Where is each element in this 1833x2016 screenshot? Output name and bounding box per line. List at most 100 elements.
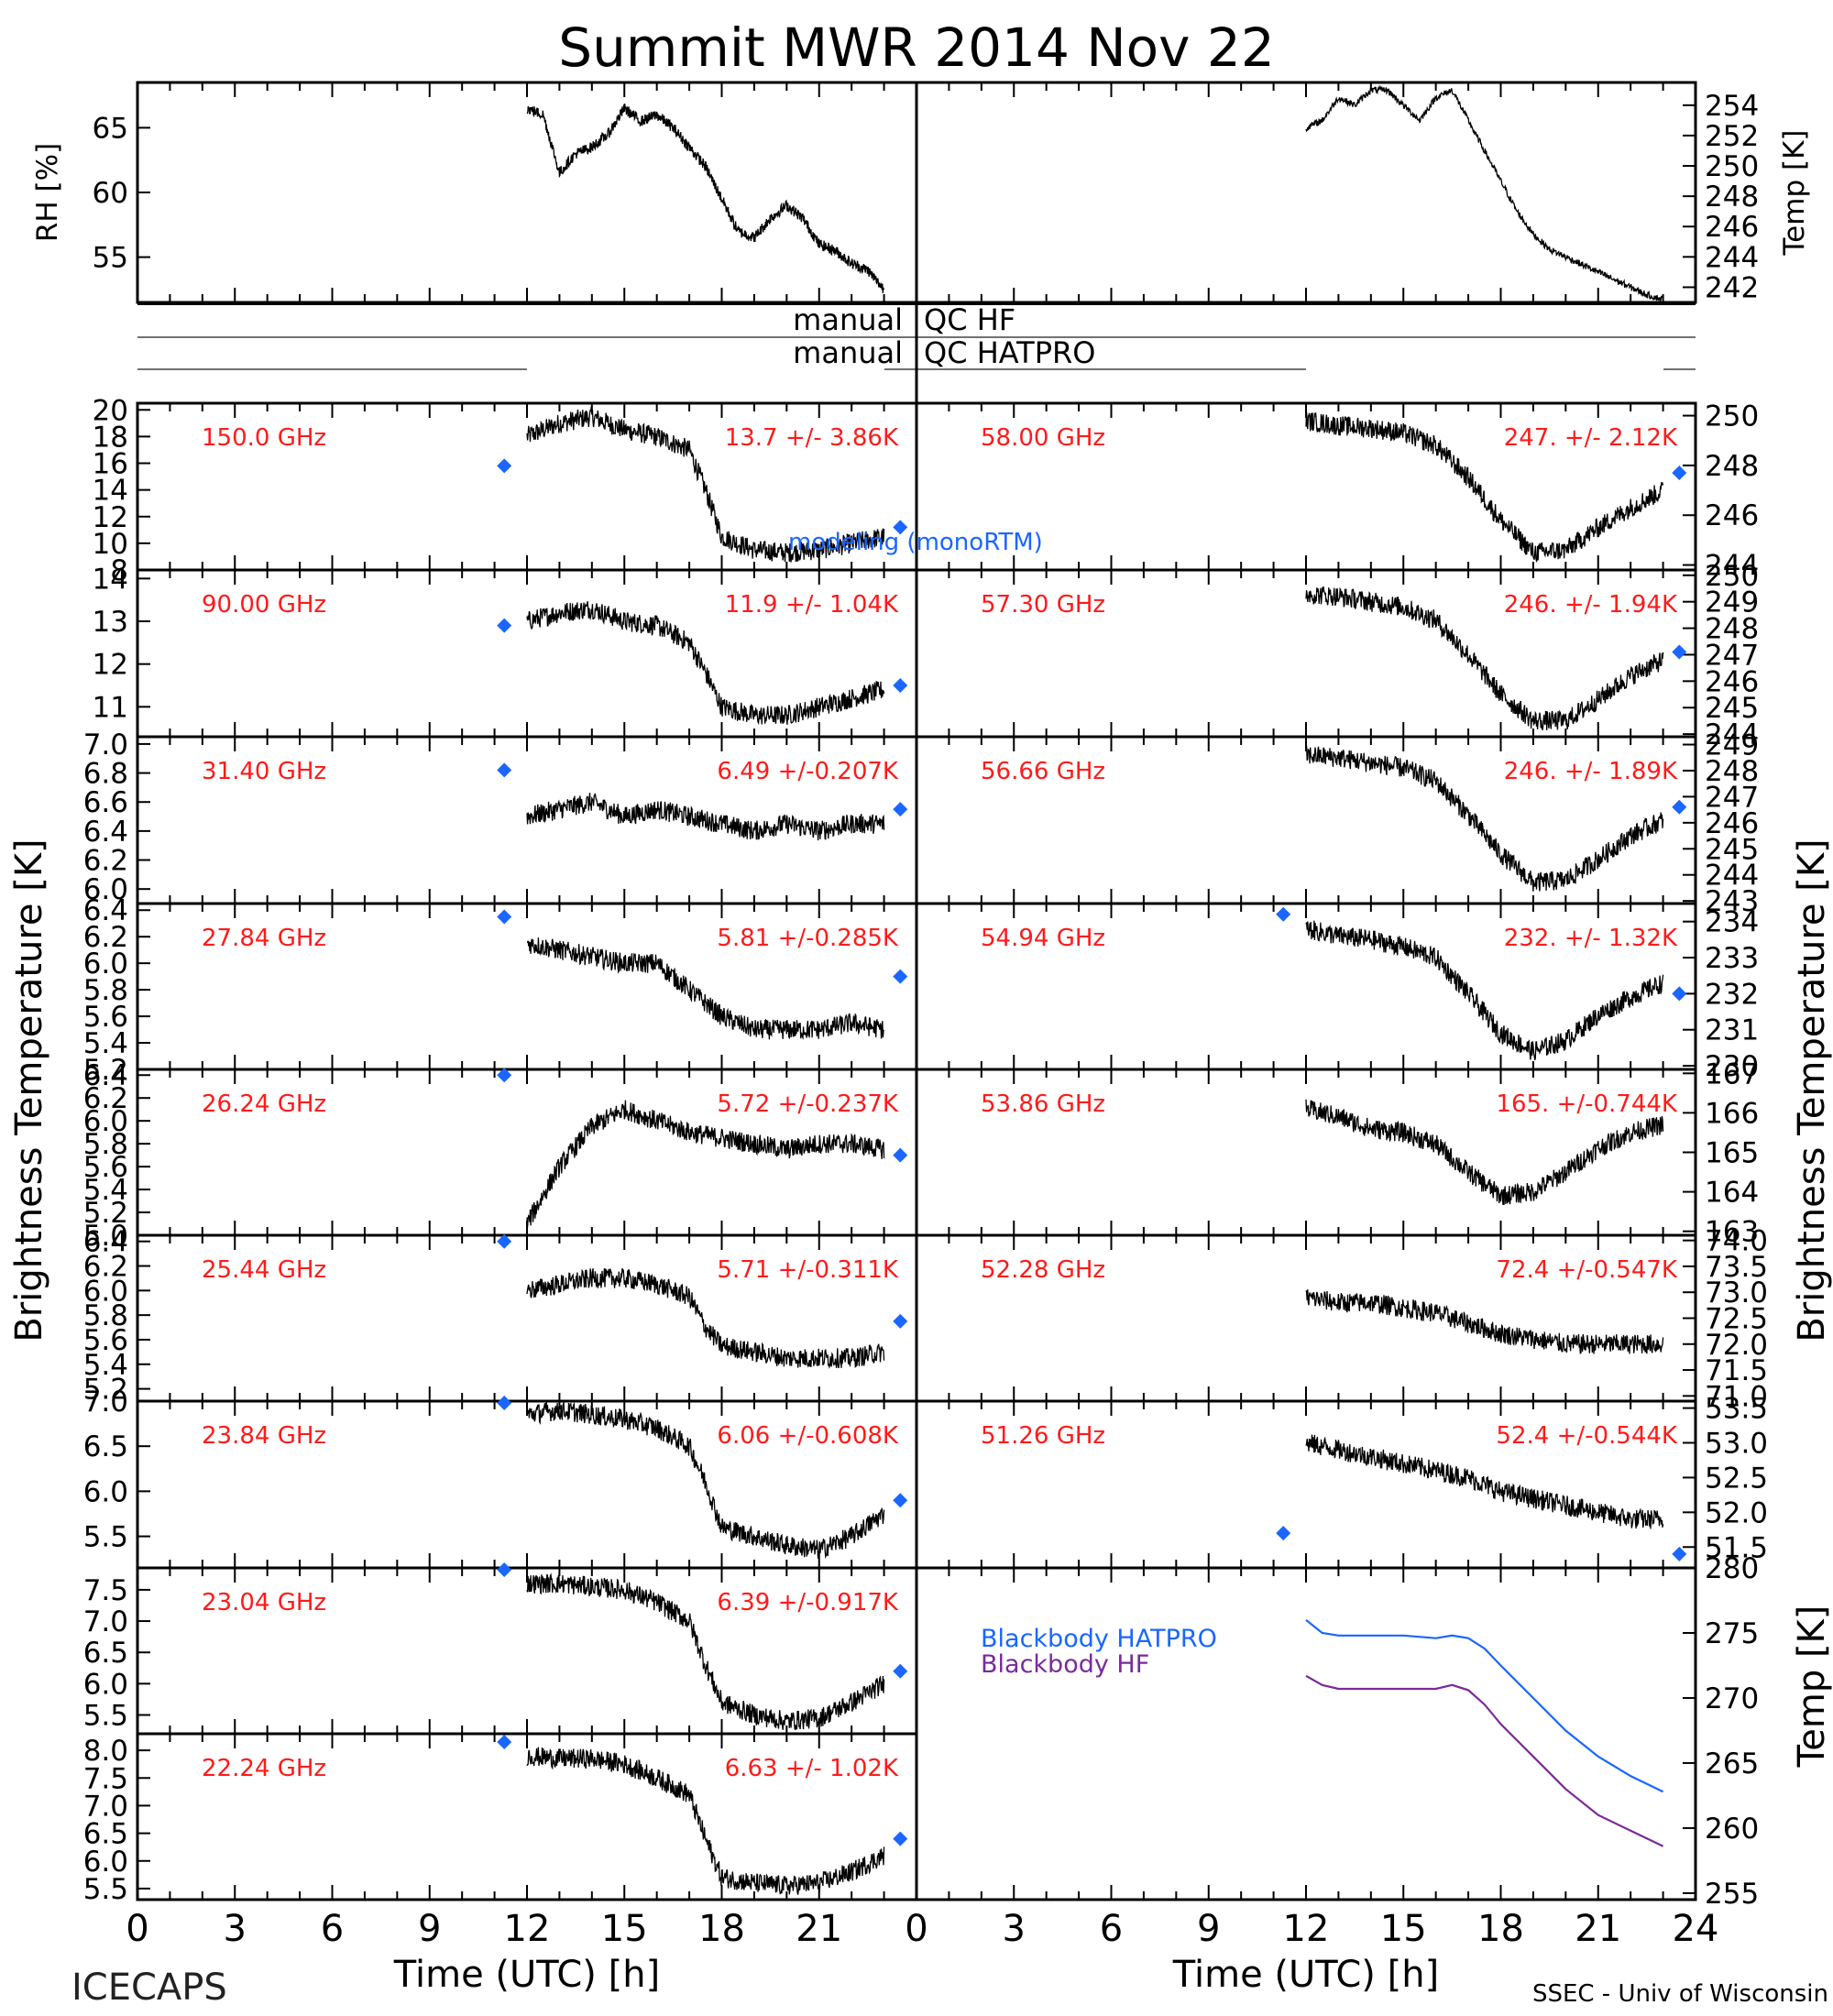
left-panel-6-stat-label: 6.06 +/-0.608K <box>717 1422 899 1450</box>
right-panel-2-ytick-label: 248 <box>1705 755 1759 788</box>
right-panel-1-stat-label: 246. +/- 1.94K <box>1504 591 1678 619</box>
right-panel-0-model-marker <box>1672 466 1687 481</box>
left-panel-4-ytick-label: 6.2 <box>83 1082 128 1115</box>
rh-axis-label: RH [%] <box>31 143 64 242</box>
left-panel-1-ytick-label: 14 <box>93 563 128 596</box>
left-panel-7-ytick-label: 6.5 <box>83 1637 128 1670</box>
model-legend: modeling (monoRTM) <box>788 529 1043 556</box>
right-panel-3-ytick-label: 230 <box>1705 1050 1759 1083</box>
right-panel-2-channel-label: 56.66 GHz <box>981 758 1105 785</box>
left-panel-1-ytick-label: 13 <box>93 606 128 639</box>
left-panel-6-ytick-label: 5.5 <box>83 1521 128 1554</box>
right-panel-5-ytick-label: 74.0 <box>1705 1225 1768 1258</box>
right-panel-5-channel-label: 52.28 GHz <box>981 1256 1105 1284</box>
right-panel-1-channel-label: 57.30 GHz <box>981 591 1105 619</box>
right-panel-6-model-marker <box>1276 1526 1291 1541</box>
xtick-label-right: 24 <box>1673 1908 1719 1950</box>
right-panel-3-ytick-label: 231 <box>1705 1014 1759 1047</box>
xtick-label-right: 21 <box>1575 1908 1621 1950</box>
left-panel-8-ytick-label: 7.5 <box>83 1762 128 1795</box>
rh-ytick-label: 60 <box>93 177 128 210</box>
right-panel-2-ytick-label: 246 <box>1705 807 1759 840</box>
right-panel-6-ytick-label: 52.0 <box>1705 1496 1768 1529</box>
temp-ytick-label: 254 <box>1705 90 1759 123</box>
xtick-label-right: 12 <box>1283 1908 1330 1950</box>
temp-ytick-label: 248 <box>1705 181 1759 214</box>
right-panel-1-trace <box>1305 586 1664 730</box>
right-panel-1-ytick-label: 247 <box>1705 639 1759 672</box>
left-panel-7-trace <box>526 1572 885 1730</box>
right-panel-2-ytick-label: 244 <box>1705 860 1759 893</box>
left-panel-4-ytick-label: 6.4 <box>83 1059 128 1092</box>
left-panel-0-ytick-label: 20 <box>93 394 128 427</box>
right-panel-4-stat-label: 165. +/-0.744K <box>1496 1090 1678 1118</box>
left-panel-1-ytick-label: 11 <box>93 691 128 724</box>
right-panel-6-channel-label: 51.26 GHz <box>981 1422 1105 1450</box>
right-panel-0-channel-label: 58.00 GHz <box>981 424 1105 452</box>
left-panel-6-model-marker <box>497 1396 512 1410</box>
temp-ytick-label: 250 <box>1705 150 1759 183</box>
right-panel-4-ytick-label: 163 <box>1705 1216 1759 1249</box>
left-panel-3-model-marker <box>497 909 512 925</box>
right-panel-4-ytick-label: 167 <box>1705 1057 1759 1090</box>
blackbody-panel: 255 260 265 270 275 280 <box>915 1552 1759 1911</box>
left-panel-2-ytick-label: 7.0 <box>83 729 128 761</box>
bb-axis-label: Temp [K] <box>1791 1605 1833 1769</box>
left-panel-1-trace <box>526 601 885 726</box>
left-panel-4-ytick-label: 5.8 <box>83 1128 128 1161</box>
left-panel-4-ytick-label: 5.4 <box>83 1174 128 1207</box>
left-panel-5-trace <box>526 1267 885 1369</box>
xtick-label-right: 3 <box>1003 1908 1026 1950</box>
left-panel-1-stat-label: 11.9 +/- 1.04K <box>725 591 899 619</box>
left-panel-6-ytick-label: 7.0 <box>83 1386 128 1419</box>
right-panel-3-trace <box>1305 920 1664 1061</box>
right-panel-2-ytick-label: 247 <box>1705 781 1759 814</box>
xlabel-left: Time (UTC) [h] <box>393 1954 660 1996</box>
qc-hatpro-label-right: QC HATPRO <box>924 335 1095 370</box>
right-panel-4-trace <box>1305 1099 1664 1206</box>
temp-ytick-label: 242 <box>1705 271 1759 304</box>
left-panel-2-ytick-label: 6.8 <box>83 758 128 791</box>
left-panel-0-ytick-label: 16 <box>93 448 128 481</box>
left-panel-1-model-marker <box>893 678 908 693</box>
right-panel-1-ytick-label: 246 <box>1705 665 1759 698</box>
left-panel-6-ytick-label: 6.0 <box>83 1475 128 1508</box>
right-panel-0-ytick-label: 244 <box>1705 550 1759 583</box>
right-panel-3-model-marker <box>1276 906 1291 922</box>
right-panel-1-ytick-label: 248 <box>1705 613 1759 646</box>
right-panel-0-trace <box>1305 411 1664 563</box>
left-panel-3-ytick-label: 5.6 <box>83 1001 128 1034</box>
left-panel-4-channel-label: 26.24 GHz <box>202 1090 326 1118</box>
blackbody-ytick-label: 280 <box>1705 1552 1759 1585</box>
right-panel-3-channel-label: 54.94 GHz <box>981 925 1105 952</box>
right-panel-4-ytick-label: 164 <box>1705 1177 1759 1210</box>
temp-ytick-label: 246 <box>1705 211 1759 244</box>
footer-credit: SSEC - Univ of Wisconsin <box>1532 1980 1828 2008</box>
qc-hatpro-label-left: manual <box>793 335 903 370</box>
right-panel-5-ytick-label: 73.0 <box>1705 1276 1768 1309</box>
right-panel-5-ytick-label: 72.5 <box>1705 1303 1768 1336</box>
right-panel-3-model-marker <box>1672 986 1687 1002</box>
left-panel-5-channel-label: 25.44 GHz <box>202 1256 326 1284</box>
temp-trace <box>1305 84 1664 302</box>
rh-trace <box>526 104 885 293</box>
left-panel-8-channel-label: 22.24 GHz <box>202 1755 326 1782</box>
legend-bb-hatpro: Blackbody HATPRO <box>981 1625 1217 1653</box>
qc-hf-label-right: QC HF <box>924 302 1015 337</box>
left-panel-5-model-marker <box>497 1233 512 1249</box>
left-panel-2-ytick-label: 6.2 <box>83 845 128 878</box>
rh-frame <box>136 81 918 304</box>
left-panel-7-ytick-label: 7.5 <box>83 1574 128 1607</box>
xtick-label-left: 9 <box>418 1908 441 1950</box>
blackbody-frame <box>915 1566 1697 1901</box>
xtick-label-right: 9 <box>1197 1908 1220 1950</box>
right-panel-4-ytick-label: 165 <box>1705 1137 1759 1170</box>
left-panel-6-channel-label: 23.84 GHz <box>202 1422 326 1450</box>
time-axis: 0 3 6 9 12 15 18 21 0 3 6 9 12 15 18 21 24 <box>126 1908 1718 1950</box>
left-panel-6-model-marker <box>893 1493 908 1508</box>
left-panel-3-trace <box>526 937 885 1041</box>
left-panel-5-ytick-label: 5.4 <box>83 1349 128 1382</box>
left-panel-7-ytick-label: 5.5 <box>83 1700 128 1733</box>
left-panel-5-ytick-label: 6.0 <box>83 1275 128 1308</box>
